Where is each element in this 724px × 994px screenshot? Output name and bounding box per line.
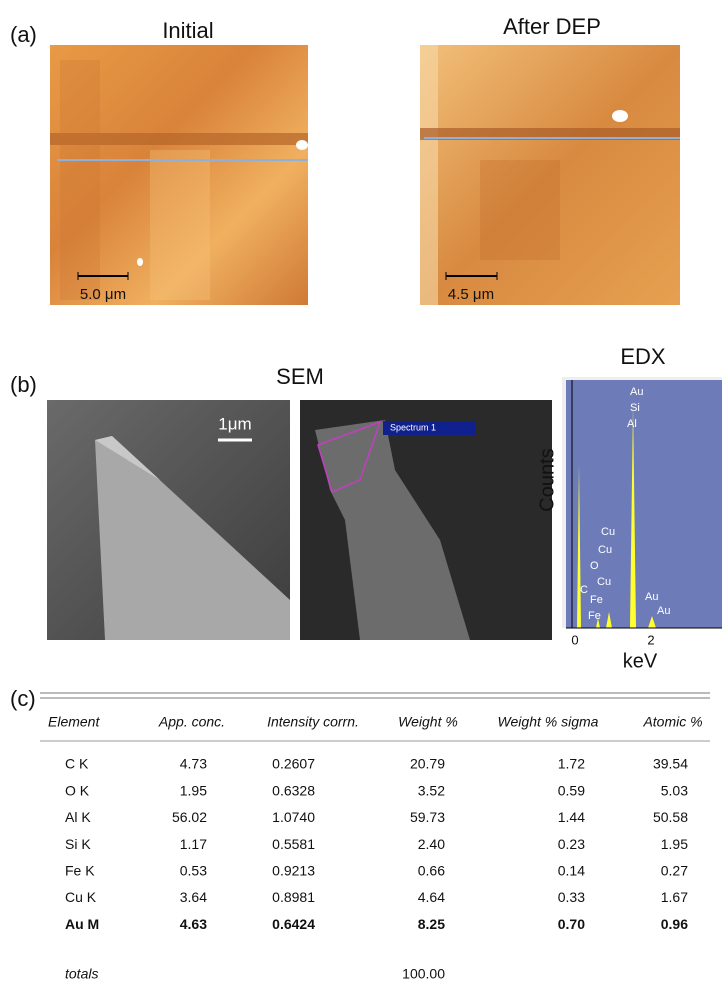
x-axis-label: keV [623, 650, 658, 672]
table-cell: 50.58 [653, 809, 688, 825]
scale-label: 4.5 μm [448, 286, 494, 303]
table-cell: 1.44 [558, 809, 585, 825]
peak-label: Au [645, 591, 658, 603]
table-cell: 0.2607 [272, 756, 315, 772]
table-cell: 0.70 [558, 916, 585, 932]
row-label: O K [65, 782, 90, 798]
peak-label: Fe [590, 594, 603, 606]
table-cell: 1.67 [661, 889, 688, 905]
table-cell: 0.6328 [272, 782, 315, 798]
y-axis-label: Counts [536, 448, 558, 511]
image-title: Initial [162, 18, 213, 43]
table-cell: 8.25 [418, 916, 445, 932]
afm-image: 4.5 μm [420, 45, 680, 305]
figure: (a) Initial After DEP 5.0 μm 4.5 μm (b) … [0, 0, 724, 994]
table-cell: 0.6424 [272, 916, 315, 932]
peak-label: Si [630, 402, 640, 414]
image-title: After DEP [503, 14, 601, 39]
table-cell: 4.64 [418, 889, 445, 905]
table-cell: 1.95 [661, 836, 688, 852]
table-cell: 5.03 [661, 782, 688, 798]
table-cell: 39.54 [653, 756, 688, 772]
peak-label: Cu [597, 576, 611, 588]
table-cell: 0.14 [558, 863, 585, 879]
table-cell: 4.73 [180, 756, 207, 772]
table-cell: 3.64 [180, 889, 207, 905]
spectrum-label: Spectrum 1 [390, 422, 436, 432]
table-cell: 1.0740 [272, 809, 315, 825]
column-header: Weight % [398, 714, 458, 730]
table-cell: 0.23 [558, 836, 585, 852]
sem-image: Spectrum 1 [300, 400, 552, 640]
row-label: C K [65, 756, 89, 772]
totals-value: 100.00 [402, 966, 445, 982]
peak-label: Cu [601, 526, 615, 538]
panel-label: (c) [10, 686, 36, 711]
row-label: Au M [65, 916, 99, 932]
table-cell: 0.27 [661, 863, 688, 879]
peak-label: Al [627, 418, 637, 430]
table-cell: 56.02 [172, 809, 207, 825]
x-tick-label: 0 [571, 632, 578, 647]
panel-label: (b) [10, 372, 37, 397]
row-label: Al K [65, 809, 91, 825]
table-cell: 3.52 [418, 782, 445, 798]
table-cell: 0.53 [180, 863, 207, 879]
peak-label: Fe [588, 610, 601, 622]
edx-title: EDX [620, 344, 666, 369]
table-cell: 1.17 [180, 836, 207, 852]
row-label: Cu K [65, 889, 97, 905]
peak-label: C [580, 584, 588, 596]
peak-label: Au [657, 605, 670, 617]
peak-label: Cu [598, 544, 612, 556]
x-tick-label: 2 [647, 632, 654, 647]
panel-label: (a) [10, 22, 37, 47]
table-cell: 0.59 [558, 782, 585, 798]
table-cell: 0.33 [558, 889, 585, 905]
table-cell: 4.63 [180, 916, 207, 932]
table-cell: 1.72 [558, 756, 585, 772]
row-label: Fe K [65, 863, 95, 879]
table-cell: 20.79 [410, 756, 445, 772]
scale-label: 5.0 μm [80, 286, 126, 303]
table-cell: 0.8981 [272, 889, 315, 905]
sem-image: 1μm [47, 400, 290, 640]
table-cell: 0.9213 [272, 863, 315, 879]
table-cell: 59.73 [410, 809, 445, 825]
totals-label: totals [65, 966, 98, 982]
table-cell: 0.96 [661, 916, 688, 932]
column-header: Weight % sigma [498, 714, 599, 730]
table-cell: 0.5581 [272, 836, 315, 852]
scale-label: 1μm [218, 414, 251, 433]
table-cell: 1.95 [180, 782, 207, 798]
column-header: Element [48, 714, 100, 730]
table-cell: 0.66 [418, 863, 445, 879]
table-cell: 2.40 [418, 836, 445, 852]
peak-label: Au [630, 386, 643, 398]
column-header: Intensity corrn. [267, 714, 359, 730]
peak-label: O [590, 560, 599, 572]
column-header: Atomic % [642, 714, 702, 730]
row-label: Si K [65, 836, 91, 852]
sem-title: SEM [276, 364, 324, 389]
column-header: App. conc. [158, 714, 225, 730]
afm-image: 5.0 μm [50, 45, 308, 305]
